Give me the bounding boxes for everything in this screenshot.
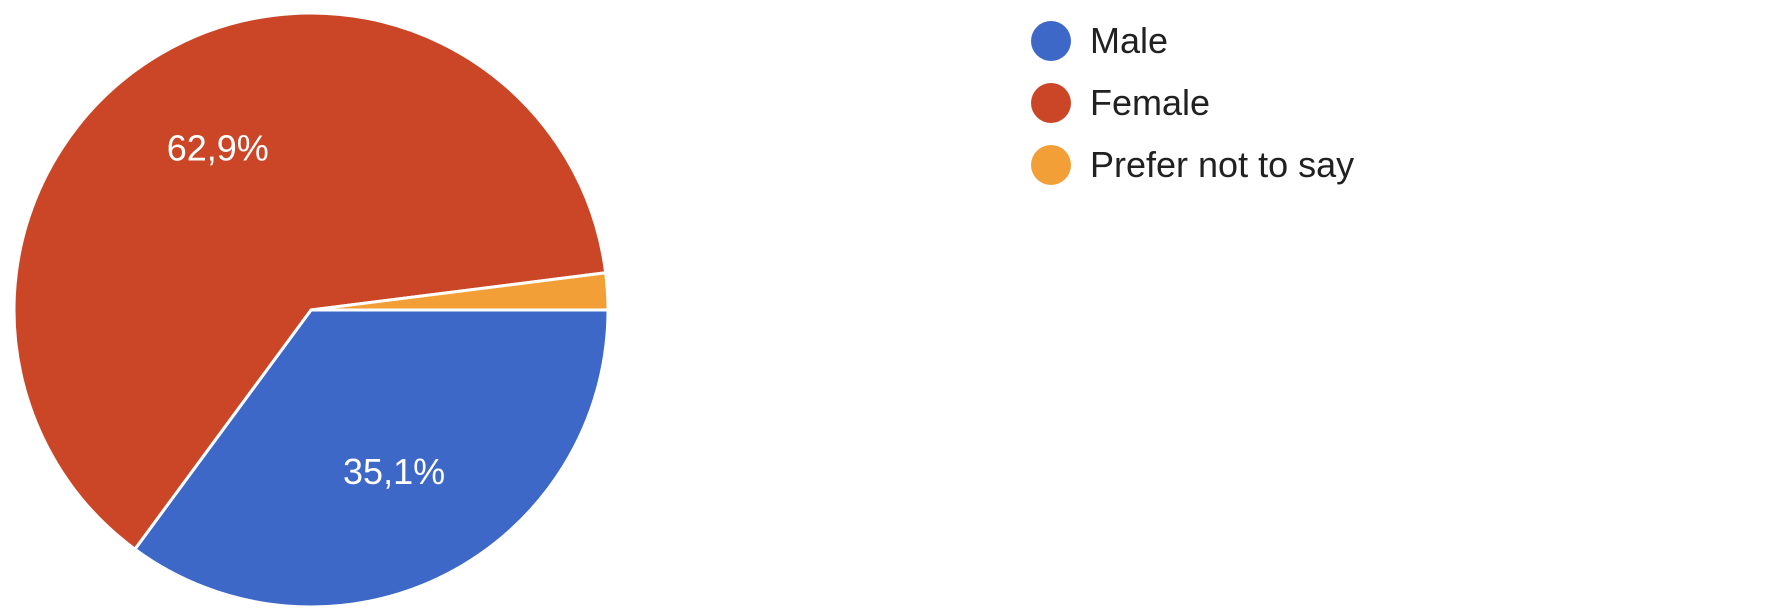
legend-swatch-male	[1031, 21, 1071, 61]
legend-item-prefer-not-to-say[interactable]: Prefer not to say	[1031, 134, 1354, 196]
pie-slice-male[interactable]	[133, 308, 610, 608]
legend-label-female: Female	[1090, 82, 1211, 123]
slice-label-female: 62,9%	[167, 128, 269, 169]
legend-item-female[interactable]: Female	[1031, 72, 1354, 134]
legend-swatch-prefer-not-to-say	[1031, 145, 1071, 185]
legend: Male Female Prefer not to say	[1031, 10, 1354, 196]
legend-label-male: Male	[1090, 20, 1169, 61]
pie-plot: 35,1% 62,9%	[12, 11, 610, 608]
legend-swatch-female	[1031, 83, 1071, 123]
legend-item-male[interactable]: Male	[1031, 10, 1354, 72]
pie-slice-female[interactable]	[12, 11, 608, 551]
pie-slice-prefer-not-to-say[interactable]	[309, 271, 610, 312]
legend-label-prefer-not-to-say: Prefer not to say	[1090, 144, 1355, 185]
slice-label-male: 35,1%	[343, 451, 445, 492]
